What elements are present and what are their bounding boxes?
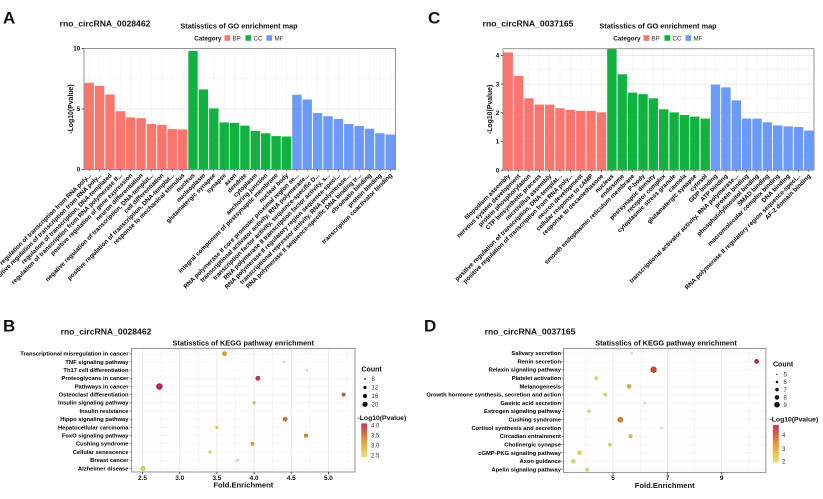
svg-text:Count: Count (773, 362, 794, 369)
svg-text:CC: CC (673, 35, 682, 42)
svg-text:Category: Category (194, 36, 222, 43)
svg-text:-Log10(Pvalue): -Log10(Pvalue) (487, 85, 494, 134)
svg-text:3.0: 3.0 (371, 444, 380, 450)
svg-text:4.0: 4.0 (250, 475, 259, 482)
svg-text:3: 3 (496, 81, 500, 88)
svg-text:5.0: 5.0 (324, 475, 333, 482)
svg-text:A: A (3, 9, 15, 28)
svg-text:Estrogen signaling pathway: Estrogen signaling pathway (484, 409, 562, 415)
svg-text:TNF signaling pathway: TNF signaling pathway (65, 360, 129, 366)
svg-text:8: 8 (784, 396, 788, 402)
svg-text:8: 8 (372, 377, 376, 383)
svg-text:-Log10(Pvalue): -Log10(Pvalue) (68, 84, 75, 133)
svg-text:Statisstics of GO enrichment m: Statisstics of GO enrichment map (180, 22, 298, 31)
svg-text:1: 1 (496, 139, 500, 146)
svg-text:Osteoclast differentiation: Osteoclast differentiation (59, 393, 129, 399)
svg-text:regulation of transcription fr: regulation of transcription from RNA pol… (10, 172, 124, 286)
svg-text:Fold.Enrichment: Fold.Enrichment (213, 481, 273, 490)
svg-text:Hepatocellular carcinoma: Hepatocellular carcinoma (58, 425, 129, 431)
svg-text:Statisstics of KEGG pathway en: Statisstics of KEGG pathway enrichment (173, 339, 315, 348)
svg-text:rno_circRNA_0037165: rno_circRNA_0037165 (485, 327, 576, 337)
svg-text:Cellular senescence: Cellular senescence (73, 450, 130, 456)
svg-text:rno_circRNA_0028462: rno_circRNA_0028462 (61, 327, 152, 337)
svg-text:MF: MF (275, 35, 284, 42)
svg-text:Statisstics of GO enrichment m: Statisstics of GO enrichment map (599, 22, 717, 31)
svg-text:12: 12 (372, 386, 379, 392)
svg-text:-Log10(Pvalue): -Log10(Pvalue) (358, 415, 407, 422)
svg-text:rno_circRNA_0037165: rno_circRNA_0037165 (483, 19, 574, 29)
svg-text:Growth hormone synthesis, secr: Growth hormone synthesis, secretion and … (426, 393, 561, 399)
svg-text:FoxO signaling pathway: FoxO signaling pathway (62, 434, 129, 440)
svg-text:16: 16 (372, 394, 379, 400)
svg-text:5: 5 (611, 475, 615, 482)
svg-text:D: D (424, 317, 436, 336)
svg-text:Axon guidance: Axon guidance (519, 459, 561, 465)
svg-text:Transcriptional misregulation: Transcriptional misregulation in cancer (20, 352, 129, 358)
svg-text:2.5: 2.5 (371, 454, 380, 460)
svg-text:5: 5 (784, 373, 788, 379)
svg-text:3: 3 (782, 447, 786, 453)
svg-text:Insulin signaling pathway: Insulin signaling pathway (58, 401, 129, 407)
svg-text:6: 6 (784, 380, 788, 386)
svg-text:Cushing syndrome: Cushing syndrome (76, 442, 129, 448)
svg-text:20: 20 (372, 403, 379, 409)
svg-text:Count: Count (362, 367, 383, 374)
svg-text:Apelin signaling pathway: Apelin signaling pathway (491, 468, 561, 474)
svg-text:3.5: 3.5 (212, 475, 221, 482)
svg-text:Proteoglycans in cancer: Proteoglycans in cancer (61, 376, 129, 382)
svg-text:rno_circRNA_0028462: rno_circRNA_0028462 (60, 19, 151, 29)
svg-text:Insulin resistance: Insulin resistance (80, 409, 130, 415)
svg-text:2.5: 2.5 (138, 475, 147, 482)
svg-text:Pathways in cancer: Pathways in cancer (75, 384, 130, 390)
svg-text:2: 2 (782, 460, 786, 466)
svg-text:9: 9 (784, 403, 788, 409)
svg-text:Th17 cell differentiation: Th17 cell differentiation (63, 368, 129, 374)
svg-text:BP: BP (233, 35, 241, 42)
svg-text:BP: BP (652, 35, 660, 42)
svg-text:9: 9 (720, 475, 724, 482)
svg-text:3.5: 3.5 (371, 433, 380, 439)
svg-text:7: 7 (784, 388, 788, 394)
svg-text:Cortisol synthesis and secreti: Cortisol synthesis and secretion (471, 426, 561, 432)
svg-text:C: C (428, 9, 440, 28)
svg-text:Hippo signaling pathway: Hippo signaling pathway (60, 417, 129, 423)
svg-text:Category: Category (613, 36, 641, 43)
svg-text:Renin secretion: Renin secretion (518, 359, 562, 365)
svg-text:Statisstics of KEGG pathway en: Statisstics of KEGG pathway enrichment (595, 339, 737, 348)
svg-text:Salivary secretion: Salivary secretion (511, 351, 561, 357)
svg-text:7: 7 (666, 475, 670, 482)
svg-text:4: 4 (782, 433, 786, 439)
svg-text:0: 0 (496, 167, 500, 174)
svg-text:Relaxin signaling pathway: Relaxin signaling pathway (489, 368, 562, 374)
svg-text:2: 2 (496, 110, 500, 117)
svg-text:MF: MF (694, 35, 703, 42)
svg-text:cGMP-PKG signaling pathway: cGMP-PKG signaling pathway (478, 451, 562, 457)
svg-text:Breast cancer: Breast cancer (90, 458, 129, 464)
svg-text:Melanogenesis: Melanogenesis (519, 384, 561, 390)
svg-text:4.5: 4.5 (287, 475, 296, 482)
svg-text:Alzheimer disease: Alzheimer disease (78, 466, 129, 472)
svg-text:3.0: 3.0 (175, 475, 184, 482)
svg-text:-Log10(Pvalue): -Log10(Pvalue) (770, 417, 819, 424)
svg-text:Cholinergic synapse: Cholinergic synapse (504, 443, 561, 449)
svg-text:Cushing syndrome: Cushing syndrome (508, 418, 561, 424)
svg-text:Gastric acid secretion: Gastric acid secretion (500, 401, 561, 407)
svg-text:Platelet activation: Platelet activation (512, 376, 562, 382)
svg-text:4.0: 4.0 (371, 423, 380, 429)
svg-text:Circadian entrainment: Circadian entrainment (500, 434, 561, 440)
svg-text:Fold.Enrichment: Fold.Enrichment (635, 481, 695, 490)
svg-text:4: 4 (496, 53, 500, 60)
svg-text:B: B (3, 317, 15, 336)
svg-text:10: 10 (73, 46, 80, 53)
svg-text:5: 5 (77, 106, 81, 113)
svg-text:CC: CC (254, 35, 263, 42)
svg-text:0: 0 (77, 167, 81, 174)
